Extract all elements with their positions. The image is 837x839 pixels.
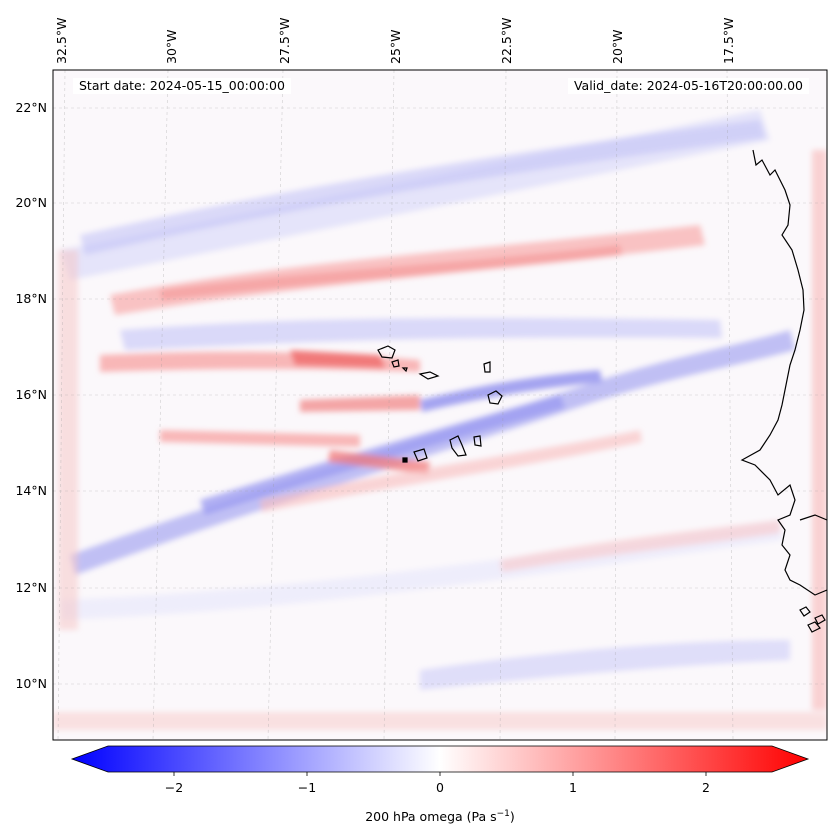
colorbar-tick-label: −2 <box>165 780 183 795</box>
lat-tick-label: 18°N <box>15 291 47 306</box>
island-maio <box>473 435 482 447</box>
africa-coast-inlet <box>799 514 827 521</box>
lat-tick-label: 14°N <box>15 483 47 498</box>
lon-tick-label: 17.5°W <box>721 18 736 64</box>
island-sao-vicente <box>391 359 400 368</box>
island-sao-nicolau <box>418 371 440 380</box>
island-sal <box>483 361 491 373</box>
colorbar-bar <box>70 745 810 773</box>
lon-tick-label: 27.5°W <box>277 18 292 64</box>
island-fogo <box>413 448 428 462</box>
lat-tick-label: 22°N <box>15 100 47 115</box>
africa-coastline <box>740 149 827 596</box>
colorbar-label: 200 hPa omega (Pa s−1) <box>365 809 515 824</box>
lon-tick-label: 20°W <box>610 29 625 64</box>
colorbar: −2 −1 0 1 2 200 hPa omega (Pa s−1) <box>70 745 810 824</box>
colorbar-tick-label: −1 <box>298 780 316 795</box>
lon-tick-label: 22.5°W <box>499 18 514 64</box>
lon-tick-label: 25°W <box>388 29 403 64</box>
valid-date-label: Valid_date: 2024-05-16T20:00:00.00 <box>567 78 809 94</box>
colorbar-ticks <box>173 772 707 776</box>
map-frame <box>52 69 828 741</box>
latitude-labels: 22°N 20°N 18°N 16°N 14°N 12°N 10°N <box>15 100 47 691</box>
island-brava <box>402 457 408 463</box>
graticule <box>53 70 827 740</box>
omega-field <box>53 70 827 740</box>
island-santo-antao <box>377 345 396 359</box>
coastlines <box>740 149 827 596</box>
start-date-label: Start date: 2024-05-15_00:00:00 <box>73 78 291 94</box>
colorbar-tick-label: 2 <box>702 780 710 795</box>
colorbar-tick-label: 1 <box>569 780 577 795</box>
longitude-labels: 32.5°W 30°W 27.5°W 25°W 22.5°W 20°W 17.5… <box>54 18 736 64</box>
lat-tick-label: 20°N <box>15 195 47 210</box>
lat-tick-label: 16°N <box>15 387 47 402</box>
island-santiago <box>449 435 467 457</box>
map-panel <box>52 69 828 741</box>
island-boa-vista <box>487 390 503 405</box>
lat-tick-label: 10°N <box>15 676 47 691</box>
cape-verde-islands <box>377 345 826 633</box>
lon-tick-label: 30°W <box>164 29 179 64</box>
island-bijagos <box>799 606 826 633</box>
colorbar-tick-label: 0 <box>436 780 444 795</box>
island-santa-luzia <box>401 367 408 373</box>
lon-tick-label: 32.5°W <box>54 18 69 64</box>
lat-tick-label: 12°N <box>15 580 47 595</box>
